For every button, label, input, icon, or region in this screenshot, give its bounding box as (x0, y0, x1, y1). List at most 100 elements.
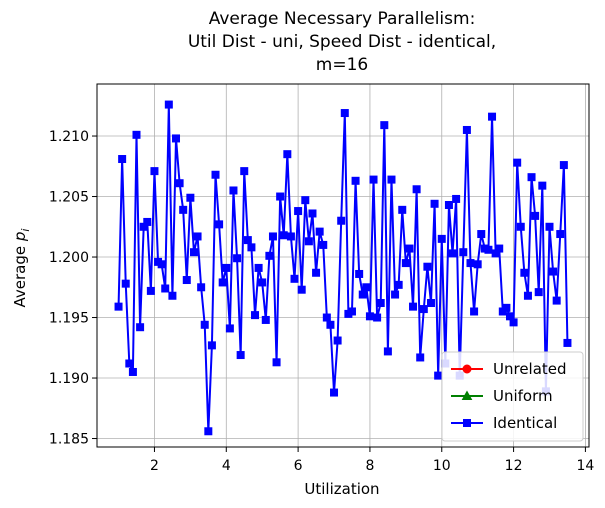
data-point (452, 194, 461, 203)
data-point (297, 285, 306, 294)
legend-item-unrelated: Unrelated (451, 360, 567, 378)
data-point (509, 318, 518, 327)
data-point (376, 299, 385, 308)
plot-frame (96, 83, 590, 448)
data-point (272, 358, 281, 367)
data-point (398, 205, 407, 214)
data-point (308, 209, 317, 218)
data-point (301, 196, 310, 205)
data-point (355, 269, 364, 278)
data-point (164, 100, 173, 109)
legend-marker (462, 364, 472, 374)
data-point (118, 155, 127, 164)
data-point (419, 305, 428, 314)
data-point (247, 243, 256, 252)
data-point (333, 336, 342, 345)
data-point (444, 201, 453, 209)
data-point (513, 158, 522, 167)
data-point (132, 130, 141, 139)
data-point (128, 367, 137, 376)
data-point (462, 125, 471, 134)
data-point (211, 170, 220, 179)
data-point (534, 288, 543, 297)
data-point (416, 353, 425, 362)
y-axis-label-symbol: p (11, 232, 29, 243)
y-tick-label: 1.185 (49, 432, 89, 448)
data-point (383, 347, 392, 356)
chart-title-line-3: m=16 (316, 55, 368, 75)
data-point (182, 276, 191, 285)
data-point (179, 205, 188, 214)
data-point (531, 211, 540, 220)
data-point (265, 251, 274, 260)
data-point (347, 307, 356, 316)
data-point (473, 260, 482, 269)
data-point (409, 302, 418, 311)
x-axis-ticks: 2 4 6 8 10 12 14 (150, 447, 594, 474)
data-point (322, 313, 331, 322)
data-point (279, 231, 288, 240)
data-point (157, 260, 166, 269)
data-point (538, 181, 547, 190)
data-point (484, 245, 493, 254)
legend: Unrelated Uniform Identical (441, 351, 584, 442)
data-point (423, 262, 432, 271)
x-tick-label: 6 (294, 458, 303, 474)
data-point (207, 341, 216, 350)
y-axis-ticks: 1.185 1.190 1.195 1.200 1.205 1.210 (49, 129, 97, 448)
data-point (143, 217, 152, 226)
data-point (337, 216, 346, 225)
data-point (290, 274, 299, 283)
data-point (358, 290, 367, 299)
data-point (146, 286, 155, 295)
data-point (459, 248, 468, 257)
data-point (114, 302, 123, 311)
data-point (189, 248, 198, 257)
y-tick-label: 1.195 (49, 311, 89, 327)
data-point (426, 299, 435, 308)
data-point (401, 259, 410, 268)
data-point (430, 199, 439, 208)
data-point (283, 150, 292, 159)
data-point (520, 268, 529, 277)
data-point (351, 176, 360, 185)
data-point (326, 320, 335, 329)
data-point (161, 284, 170, 293)
series-identical (114, 100, 572, 436)
y-tick-label: 1.200 (49, 250, 89, 266)
data-point (437, 234, 446, 243)
data-point (268, 232, 277, 241)
data-point (186, 193, 195, 202)
legend-marker (461, 390, 473, 400)
data-point (175, 179, 184, 188)
data-point (200, 320, 209, 329)
legend-label: Uniform (493, 387, 553, 405)
data-point (369, 175, 378, 184)
data-point (251, 311, 260, 320)
data-point (466, 259, 475, 268)
chart-title: Average Necessary Parallelism: Util Dist… (188, 9, 496, 75)
data-point (340, 109, 349, 118)
data-point (243, 236, 252, 245)
data-point (552, 296, 561, 305)
data-point (391, 290, 400, 299)
data-point (434, 371, 443, 380)
data-point (261, 315, 270, 324)
data-point (488, 112, 497, 121)
data-point (150, 167, 159, 176)
data-point (448, 249, 457, 258)
data-point (168, 291, 177, 300)
series-line-identical (117, 103, 569, 433)
y-axis-label-text: Average (11, 241, 29, 307)
data-point (319, 240, 328, 249)
data-point (225, 324, 234, 333)
legend-item-identical: Identical (451, 414, 557, 432)
y-tick-label: 1.210 (49, 129, 89, 145)
data-point (254, 263, 263, 272)
data-point (495, 244, 504, 253)
data-point (240, 167, 249, 176)
data-point (193, 232, 202, 241)
legend-item-uniform: Uniform (451, 387, 553, 405)
y-axis-label-subscript: i (19, 229, 32, 232)
